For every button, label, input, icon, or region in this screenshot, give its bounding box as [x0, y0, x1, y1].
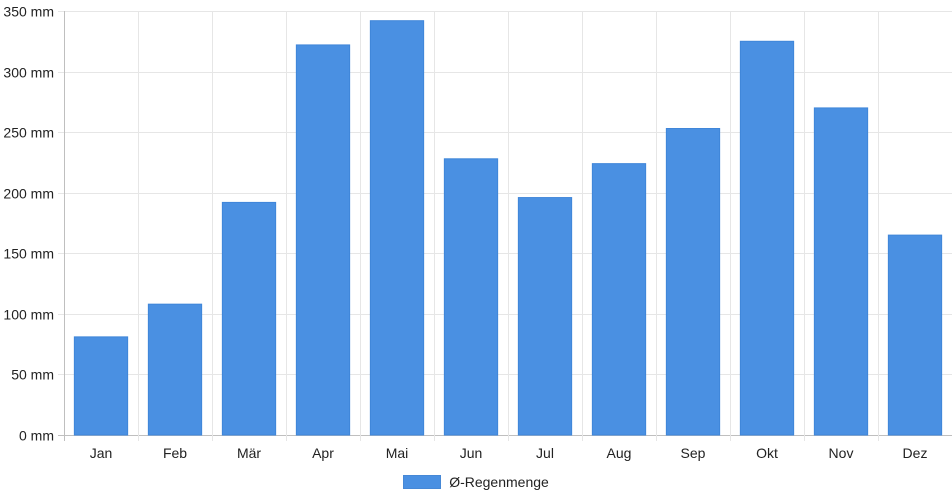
bar-dez	[887, 234, 943, 436]
y-tick-label: 50 mm	[11, 367, 54, 383]
rainfall-chart: 0 mm 50 mm 100 mm 150 mm 200 mm 250 mm 300 mm 3…	[3, 4, 952, 462]
bar-mai	[369, 20, 425, 436]
x-tick-label: Nov	[829, 445, 854, 461]
bar-nov	[813, 107, 869, 436]
bar-okt	[739, 40, 795, 436]
y-tick-label: 300 mm	[3, 65, 54, 81]
y-tick-label: 200 mm	[3, 186, 54, 202]
y-tick-label: 100 mm	[3, 307, 54, 323]
x-tick-label: Jun	[460, 445, 483, 461]
x-tick-label: Dez	[903, 445, 928, 461]
bars-layer	[73, 20, 943, 436]
x-tick-label: Mär	[237, 445, 261, 461]
bar-jul	[517, 197, 573, 436]
x-tick-label: Apr	[312, 445, 334, 461]
x-tick-label: Jul	[536, 445, 554, 461]
x-tick-label: Sep	[681, 445, 706, 461]
y-tick-label: 350 mm	[3, 4, 54, 20]
bar-apr	[295, 44, 351, 436]
x-tick-label: Aug	[607, 445, 632, 461]
x-tick-label: Jan	[90, 445, 113, 461]
x-tick-label: Mai	[386, 445, 409, 461]
y-tick-label: 150 mm	[3, 246, 54, 262]
bar-aug	[591, 163, 647, 436]
x-tick-label: Okt	[756, 445, 778, 461]
y-tick-label: 250 mm	[3, 125, 54, 141]
y-tick-label: 0 mm	[19, 428, 54, 444]
bar-mär	[221, 201, 277, 436]
legend-label: Ø-Regenmenge	[449, 474, 549, 490]
bar-feb	[147, 303, 203, 436]
bar-sep	[665, 128, 721, 436]
legend-swatch	[403, 475, 442, 489]
bar-jan	[73, 336, 129, 436]
grid-layer	[58, 11, 952, 441]
x-tick-label: Feb	[163, 445, 187, 461]
bar-jun	[443, 158, 499, 436]
legend[interactable]: Ø-Regenmenge	[0, 472, 952, 492]
ticks-layer: 0 mm 50 mm 100 mm 150 mm 200 mm 250 mm 300 mm 3…	[3, 4, 927, 462]
